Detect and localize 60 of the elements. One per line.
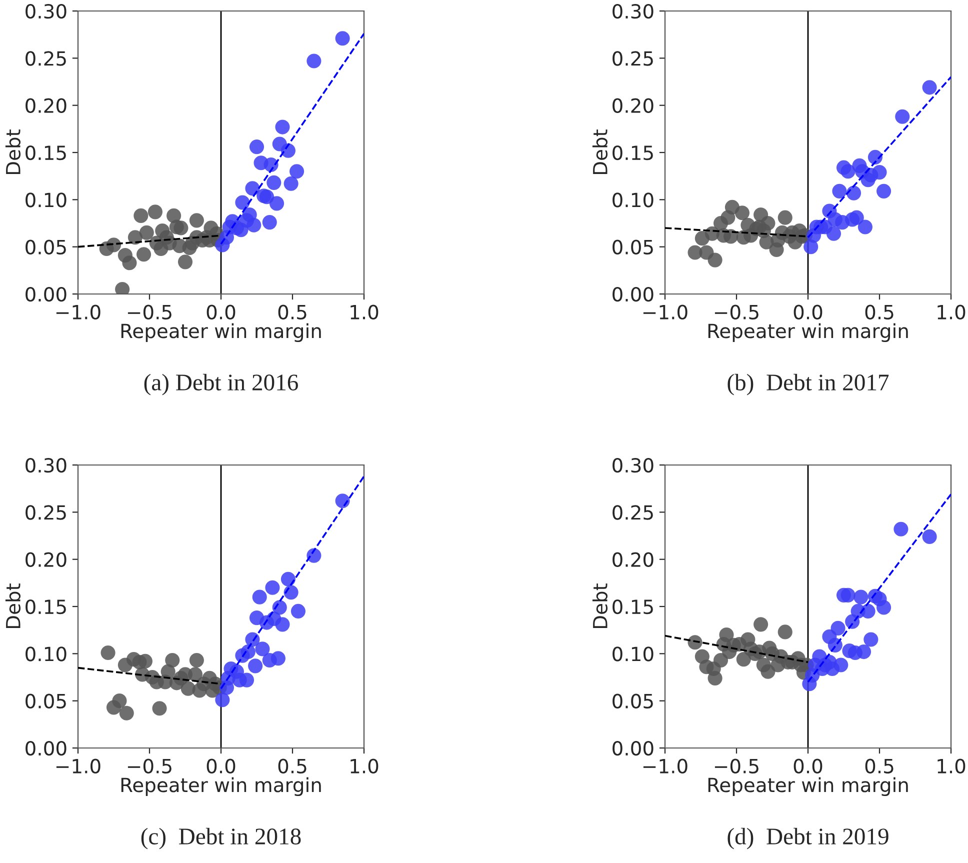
x-tick-label: 1.0	[350, 304, 378, 320]
y-tick-label: 0.25	[612, 505, 653, 520]
x-axis-title: Repeater win margin	[708, 323, 908, 342]
x-tick-label: −0.5	[128, 758, 172, 774]
y-axis-title: Debt	[592, 584, 608, 628]
x-tick-label: 0.5	[865, 304, 894, 320]
text: (a) Debt in 2016	[144, 374, 298, 396]
y-tick-label: 0.05	[26, 694, 66, 708]
x-tick-label: 0.5	[278, 304, 306, 320]
text: (c) Debt in 2018	[141, 828, 301, 850]
y-tick-label: 0.00	[612, 286, 654, 302]
y-tick-label: 0.30	[26, 458, 66, 473]
x-tick-label: −0.5	[714, 304, 758, 320]
x-tick-label: −0.5	[128, 304, 172, 320]
y-tick-label: 0.10	[612, 192, 654, 208]
y-tick-label: 0.30	[612, 4, 654, 19]
y-tick-label: 0.10	[612, 646, 654, 662]
x-axis-title: Repeater win margin	[121, 777, 321, 796]
x-tick-label: −1.0	[56, 758, 100, 774]
y-tick-label: 0.00	[26, 740, 66, 756]
text: (d) Debt in 2019	[728, 828, 888, 850]
x-axis-title: Repeater win margin	[708, 777, 908, 796]
y-tick-label: 0.05	[612, 240, 653, 254]
y-tick-label: 0.25	[26, 505, 66, 520]
x-tick-label: −1.0	[56, 304, 100, 320]
x-tick-label: 1.0	[938, 304, 966, 320]
y-tick-label: 0.15	[612, 145, 653, 160]
y-tick-label: 0.10	[26, 192, 66, 208]
y-tick-label: 0.00	[26, 286, 66, 302]
y-tick-label: 0.30	[612, 458, 654, 473]
y-tick-label: 0.10	[26, 646, 66, 662]
y-axis-title: Debt	[5, 130, 21, 174]
x-tick-label: 0.5	[278, 758, 306, 774]
x-tick-label: −1.0	[643, 758, 688, 774]
y-axis-title: Debt	[5, 584, 21, 628]
x-tick-label: −0.5	[714, 758, 758, 774]
y-tick-label: 0.20	[26, 552, 66, 567]
y-tick-label: 0.25	[26, 51, 66, 66]
x-tick-label: 0.5	[865, 758, 894, 774]
y-axis-title: Debt	[592, 130, 608, 174]
y-tick-label: 0.25	[612, 51, 653, 66]
y-tick-label: 0.30	[26, 4, 66, 19]
x-axis-title: Repeater win margin	[121, 323, 321, 342]
y-tick-label: 0.20	[612, 552, 654, 567]
x-tick-label: 1.0	[350, 758, 378, 774]
y-tick-label: 0.15	[26, 145, 66, 160]
y-tick-label: 0.20	[26, 98, 66, 113]
x-tick-label: −1.0	[643, 304, 688, 320]
x-tick-label: 0.0	[794, 304, 822, 320]
y-tick-label: 0.05	[612, 694, 653, 708]
y-tick-label: 0.00	[612, 740, 654, 756]
x-tick-label: 0.0	[206, 304, 236, 320]
x-tick-label: 0.0	[206, 758, 236, 774]
text: (b) Debt in 2017	[728, 374, 889, 396]
x-tick-label: 1.0	[938, 758, 966, 774]
y-tick-label: 0.20	[612, 98, 654, 113]
x-tick-label: 0.0	[794, 758, 822, 774]
y-tick-label: 0.15	[612, 599, 653, 614]
y-tick-label: 0.05	[26, 240, 66, 254]
y-tick-label: 0.15	[26, 599, 66, 614]
